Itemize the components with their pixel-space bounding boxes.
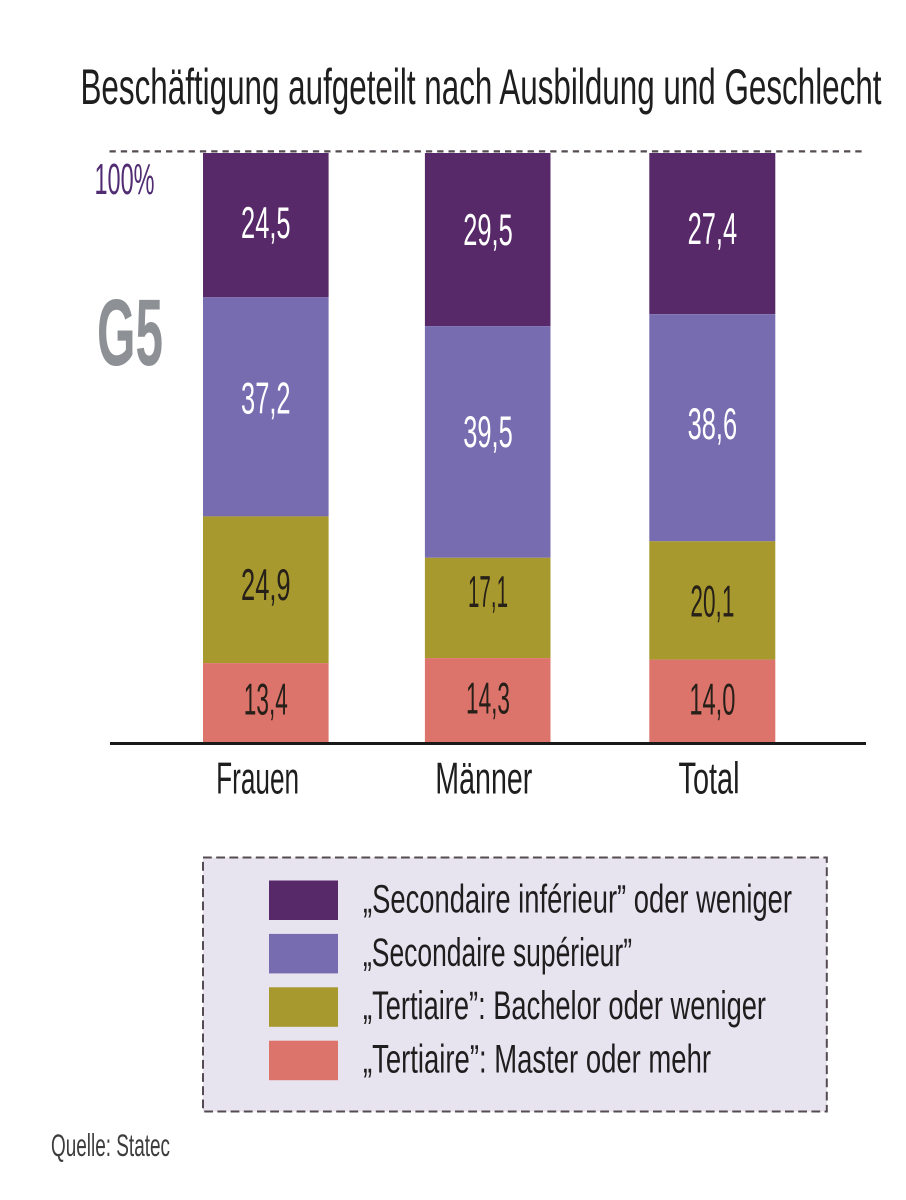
svg-text:G5: G5 (97, 280, 163, 386)
svg-text:Total: Total (679, 754, 740, 804)
svg-text:37,2: 37,2 (241, 374, 291, 423)
svg-text:14,3: 14,3 (466, 675, 510, 724)
svg-text:Frauen: Frauen (216, 754, 299, 804)
svg-text:17,1: 17,1 (468, 568, 508, 617)
svg-text:38,6: 38,6 (688, 400, 738, 449)
svg-text:„Tertiaire”: Bachelor oder wen: „Tertiaire”: Bachelor oder weniger (363, 984, 766, 1028)
svg-text:Männer: Männer (435, 754, 532, 804)
svg-text:13,4: 13,4 (244, 676, 288, 725)
svg-text:100%: 100% (95, 156, 155, 204)
svg-text:14,0: 14,0 (689, 676, 735, 725)
svg-text:24,9: 24,9 (241, 561, 291, 610)
svg-text:„Tertiaire”: Master oder mehr: „Tertiaire”: Master oder mehr (363, 1038, 711, 1082)
svg-text:27,4: 27,4 (688, 205, 738, 254)
svg-text:„Secondaire supérieur”: „Secondaire supérieur” (363, 931, 632, 975)
svg-text:„Secondaire inférieur” oder we: „Secondaire inférieur” oder weniger (363, 877, 792, 921)
svg-text:39,5: 39,5 (463, 408, 513, 457)
svg-text:Beschäftigung aufgeteilt nach: Beschäftigung aufgeteilt nach Ausbildung… (81, 58, 882, 115)
svg-text:Quelle: Statec: Quelle: Statec (51, 1127, 170, 1163)
svg-text:20,1: 20,1 (690, 578, 734, 627)
svg-text:29,5: 29,5 (463, 206, 513, 255)
svg-text:24,5: 24,5 (241, 199, 291, 248)
